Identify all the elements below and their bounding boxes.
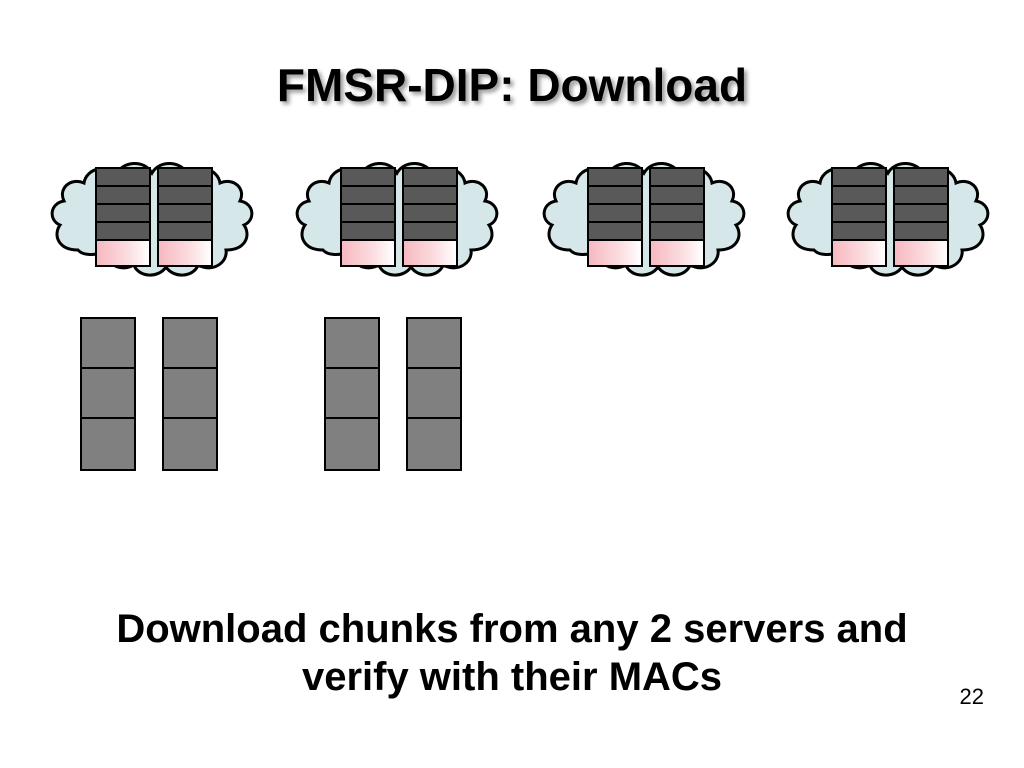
server-stack bbox=[831, 167, 887, 267]
server-slot-highlight bbox=[589, 241, 641, 265]
slide-caption: Download chunks from any 2 servers and v… bbox=[0, 605, 1024, 701]
chunk-block bbox=[82, 419, 134, 469]
cloud-server-3 bbox=[540, 155, 752, 285]
server-slot bbox=[404, 169, 456, 187]
server-pair bbox=[95, 167, 213, 267]
server-stack bbox=[649, 167, 705, 267]
server-slot bbox=[895, 169, 947, 187]
downloaded-chunks bbox=[80, 317, 218, 471]
server-slot bbox=[159, 169, 211, 187]
downloaded-chunks bbox=[324, 317, 462, 471]
chunk-block bbox=[408, 419, 460, 469]
chunk-block bbox=[326, 419, 378, 469]
server-slot bbox=[159, 205, 211, 223]
server-slot bbox=[97, 187, 149, 205]
server-slot bbox=[97, 205, 149, 223]
server-stack bbox=[402, 167, 458, 267]
server-stack bbox=[95, 167, 151, 267]
cloud-server-2 bbox=[293, 155, 505, 285]
chunk-column bbox=[162, 317, 218, 471]
server-slot-highlight bbox=[159, 241, 211, 265]
page-number: 22 bbox=[960, 684, 984, 710]
server-slot bbox=[895, 205, 947, 223]
chunk-block bbox=[82, 369, 134, 419]
server-slot bbox=[589, 169, 641, 187]
server-slot bbox=[589, 187, 641, 205]
server-slot bbox=[651, 169, 703, 187]
server-slot bbox=[404, 187, 456, 205]
server-slot bbox=[97, 223, 149, 241]
server-slot bbox=[589, 205, 641, 223]
server-slot bbox=[589, 223, 641, 241]
chunk-column bbox=[80, 317, 136, 471]
chunk-block bbox=[408, 369, 460, 419]
chunk-block bbox=[82, 319, 134, 369]
chunk-column bbox=[324, 317, 380, 471]
server-slot-highlight bbox=[404, 241, 456, 265]
server-slot-highlight bbox=[651, 241, 703, 265]
chunk-block bbox=[164, 319, 216, 369]
server-slot bbox=[651, 205, 703, 223]
server-slot-highlight bbox=[342, 241, 394, 265]
chunk-block bbox=[408, 319, 460, 369]
server-slot bbox=[833, 223, 885, 241]
server-slot-highlight bbox=[895, 241, 947, 265]
server-slot bbox=[895, 223, 947, 241]
cloud-server-1 bbox=[48, 155, 260, 285]
server-slot bbox=[651, 187, 703, 205]
chunk-block bbox=[164, 369, 216, 419]
cloud-server-4 bbox=[784, 155, 996, 285]
slide-title: FMSR-DIP: Download bbox=[0, 58, 1024, 112]
server-stack bbox=[893, 167, 949, 267]
server-slot bbox=[833, 187, 885, 205]
server-pair bbox=[340, 167, 458, 267]
server-slot bbox=[342, 169, 394, 187]
server-slot bbox=[342, 223, 394, 241]
server-slot bbox=[159, 187, 211, 205]
server-slot bbox=[97, 169, 149, 187]
server-slot bbox=[159, 223, 211, 241]
server-slot bbox=[342, 205, 394, 223]
server-slot bbox=[404, 223, 456, 241]
server-pair bbox=[587, 167, 705, 267]
chunk-column bbox=[406, 317, 462, 471]
server-slot-highlight bbox=[833, 241, 885, 265]
server-slot bbox=[895, 187, 947, 205]
server-slot bbox=[833, 205, 885, 223]
server-stack bbox=[587, 167, 643, 267]
server-slot bbox=[651, 223, 703, 241]
server-slot-highlight bbox=[97, 241, 149, 265]
chunk-block bbox=[326, 319, 378, 369]
server-stack bbox=[340, 167, 396, 267]
server-slot bbox=[342, 187, 394, 205]
server-slot bbox=[404, 205, 456, 223]
chunk-block bbox=[326, 369, 378, 419]
server-slot bbox=[833, 169, 885, 187]
chunk-block bbox=[164, 419, 216, 469]
server-stack bbox=[157, 167, 213, 267]
server-pair bbox=[831, 167, 949, 267]
